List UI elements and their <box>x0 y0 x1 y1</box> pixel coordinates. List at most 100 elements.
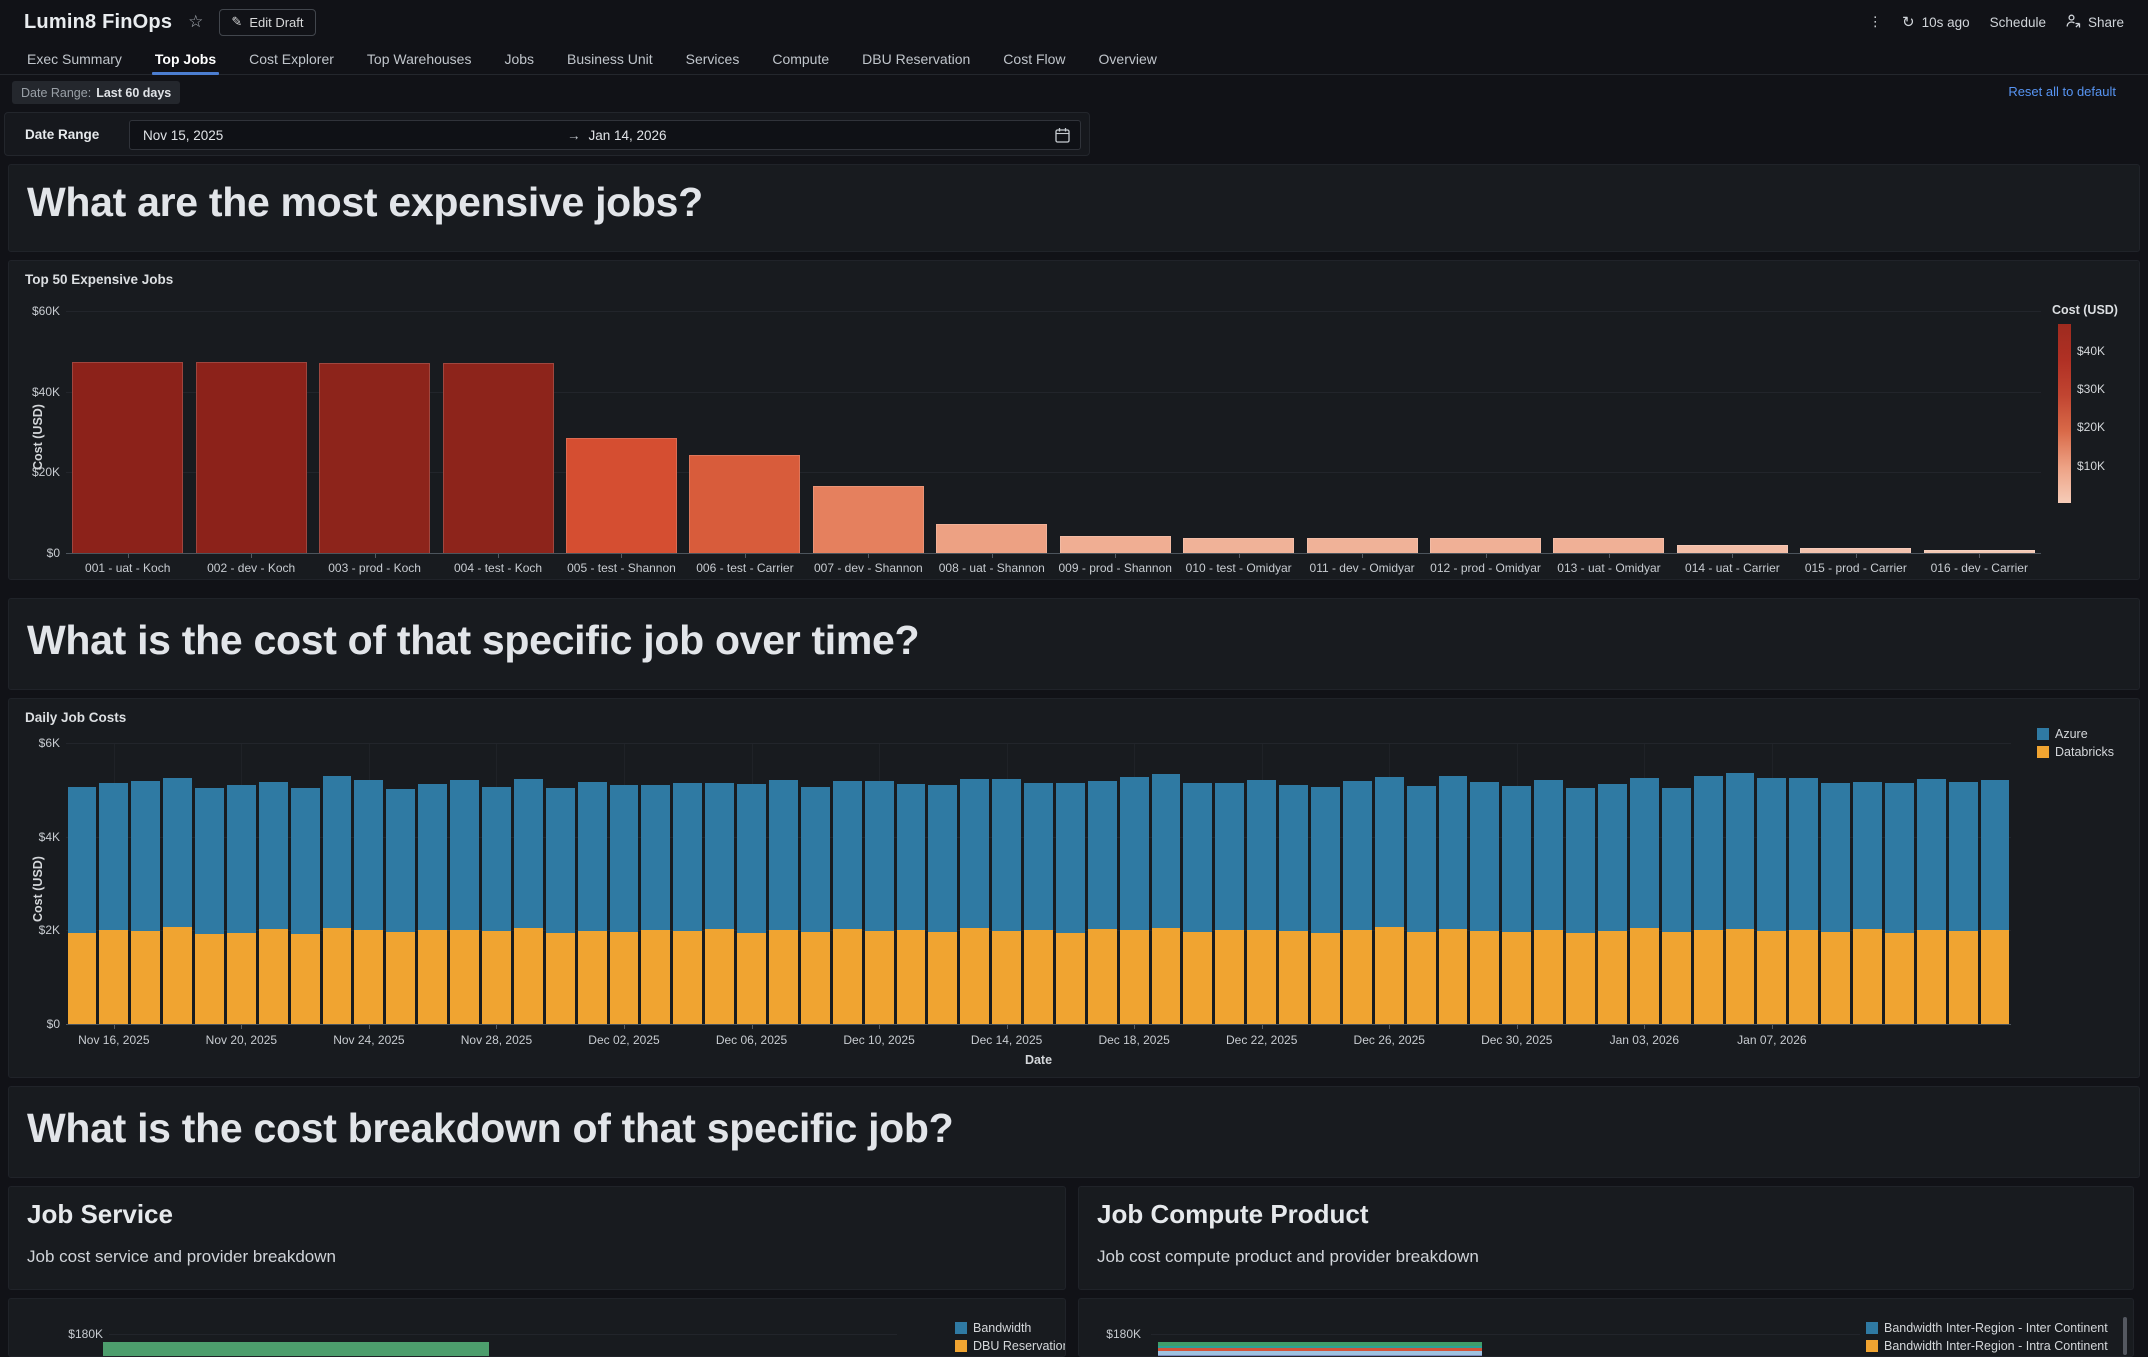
bar-databricks[interactable] <box>258 929 288 1024</box>
bar-azure[interactable] <box>418 784 448 931</box>
tab-top-warehouses[interactable]: Top Warehouses <box>364 44 475 74</box>
bar-azure[interactable] <box>1470 781 1500 931</box>
bar-azure[interactable] <box>1183 782 1213 932</box>
bar-azure[interactable] <box>1948 782 1978 932</box>
bar-databricks[interactable] <box>641 930 671 1024</box>
bar-stripe-0[interactable] <box>1158 1342 1482 1346</box>
bar-003-prod-koch[interactable] <box>319 363 431 553</box>
schedule-button[interactable]: Schedule <box>1990 15 2046 30</box>
tab-exec-summary[interactable]: Exec Summary <box>24 44 125 74</box>
bar-azure[interactable] <box>1597 783 1627 932</box>
bar-databricks[interactable] <box>195 934 224 1024</box>
bar-databricks[interactable] <box>1661 932 1691 1024</box>
bar-009-prod-shannon[interactable] <box>1059 536 1171 553</box>
bar-005-test-shannon[interactable] <box>565 438 677 553</box>
bar-azure[interactable] <box>960 779 990 928</box>
refresh-button[interactable]: ↻ 10s ago <box>1902 13 1970 31</box>
bar-azure[interactable] <box>513 779 543 928</box>
bar-databricks[interactable] <box>1980 930 2010 1024</box>
reset-all-link[interactable]: Reset all to default <box>2002 83 2122 100</box>
tab-services[interactable]: Services <box>683 44 743 74</box>
bar-azure[interactable] <box>1661 787 1691 933</box>
tab-compute[interactable]: Compute <box>769 44 832 74</box>
bar-azure[interactable] <box>1566 787 1595 934</box>
bar-azure[interactable] <box>641 785 671 931</box>
bar-databricks[interactable] <box>163 926 193 1024</box>
bar-azure[interactable] <box>1215 782 1245 931</box>
bar-databricks[interactable] <box>354 930 384 1024</box>
bar-databricks[interactable] <box>1024 930 1053 1024</box>
bar-databricks[interactable] <box>1502 932 1532 1024</box>
bar-010-test-omidyar[interactable] <box>1183 538 1295 553</box>
bar-azure[interactable] <box>1884 782 1914 933</box>
bar-azure[interactable] <box>1087 781 1117 930</box>
tab-top-jobs[interactable]: Top Jobs <box>151 44 220 75</box>
tab-jobs[interactable]: Jobs <box>501 44 537 74</box>
bar-azure[interactable] <box>1693 775 1723 931</box>
bar-azure[interactable] <box>482 787 511 932</box>
legend-item-dbu-reservation[interactable]: DBU Reservation <box>955 1339 1065 1353</box>
bar-azure[interactable] <box>1151 773 1181 929</box>
bar-azure[interactable] <box>1024 782 1053 931</box>
bar-azure[interactable] <box>864 780 894 931</box>
bar-databricks[interactable] <box>1055 932 1085 1024</box>
bar-databricks[interactable] <box>131 931 161 1024</box>
date-from-value[interactable]: Nov 15, 2025 <box>143 128 224 143</box>
bar-databricks[interactable] <box>450 929 479 1024</box>
bar-azure[interactable] <box>609 784 639 933</box>
legend-item-databricks[interactable]: Databricks <box>2037 745 2114 759</box>
bar-databricks[interactable] <box>1247 929 1277 1024</box>
bar-databricks[interactable] <box>99 930 129 1024</box>
favorite-star-icon[interactable]: ☆ <box>186 10 205 34</box>
bar-azure[interactable] <box>1789 778 1819 931</box>
bar-databricks[interactable] <box>482 931 511 1024</box>
bar-databricks[interactable] <box>1534 930 1564 1024</box>
bar-databricks[interactable] <box>290 933 320 1024</box>
bar-006-test-carrier[interactable] <box>689 455 801 553</box>
share-button[interactable]: Share <box>2066 14 2124 31</box>
bar-databricks[interactable] <box>960 927 990 1024</box>
bar-databricks[interactable] <box>1151 928 1181 1024</box>
bar-azure[interactable] <box>992 779 1022 932</box>
bar-databricks[interactable] <box>1916 930 1946 1024</box>
bar-azure[interactable] <box>705 783 735 930</box>
bar-azure[interactable] <box>896 784 926 931</box>
bar-012-prod-omidyar[interactable] <box>1430 538 1542 553</box>
bar-azure[interactable] <box>737 783 766 933</box>
bar-azure[interactable] <box>832 781 862 929</box>
bar-databricks[interactable] <box>1342 930 1372 1024</box>
bar-azure[interactable] <box>1119 776 1149 931</box>
bar-azure[interactable] <box>1247 779 1277 930</box>
bar-databricks[interactable] <box>1374 926 1404 1024</box>
bar-azure[interactable] <box>258 781 288 930</box>
bar-databricks[interactable] <box>1725 928 1755 1024</box>
bar-databricks[interactable] <box>577 930 607 1024</box>
bar-stripe-3[interactable] <box>1158 1351 1482 1355</box>
date-range-chip[interactable]: Date Range: Last 60 days <box>12 81 181 104</box>
bar-databricks[interactable] <box>1119 930 1149 1024</box>
tab-overview[interactable]: Overview <box>1096 44 1160 74</box>
date-range-input[interactable]: Nov 15, 2025 → Jan 14, 2026 <box>129 120 1081 150</box>
bar-azure[interactable] <box>163 777 193 927</box>
bar-databricks[interactable] <box>1629 927 1659 1024</box>
bar-databricks[interactable] <box>1948 931 1978 1024</box>
bar-azure[interactable] <box>673 783 703 932</box>
bar-job-service[interactable] <box>103 1342 489 1356</box>
bar-001-uat-koch[interactable] <box>72 362 184 553</box>
bar-azure[interactable] <box>800 786 830 932</box>
bar-stripe-2[interactable] <box>1158 1347 1482 1351</box>
bar-013-uat-omidyar[interactable] <box>1553 538 1665 553</box>
edit-draft-button[interactable]: ✎ Edit Draft <box>219 8 316 36</box>
bar-stripe-1[interactable] <box>1158 1345 1482 1348</box>
bar-databricks[interactable] <box>513 927 543 1024</box>
bar-azure[interactable] <box>67 787 97 933</box>
bar-azure[interactable] <box>1502 786 1532 933</box>
date-to-value[interactable]: Jan 14, 2026 <box>588 128 667 143</box>
bar-011-dev-omidyar[interactable] <box>1306 538 1418 553</box>
bar-azure[interactable] <box>928 785 958 933</box>
bar-azure[interactable] <box>1821 782 1851 932</box>
bar-stripe-4[interactable] <box>1158 1354 1482 1356</box>
legend-scrollbar[interactable] <box>2123 1317 2127 1355</box>
bar-databricks[interactable] <box>1087 929 1117 1024</box>
bar-databricks[interactable] <box>1470 930 1500 1024</box>
